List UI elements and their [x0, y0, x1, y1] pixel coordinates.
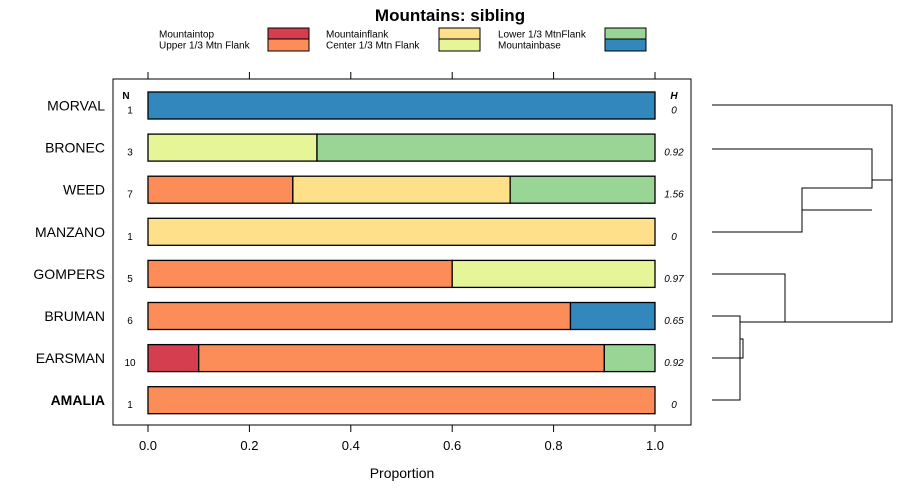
bar-segment	[147, 217, 656, 246]
n-value: 10	[124, 358, 136, 369]
plot-panel	[112, 78, 692, 426]
x-tick-label: 0.4	[342, 438, 360, 453]
dendrogram-branch	[712, 148, 873, 233]
row-label: MANZANO	[35, 224, 105, 240]
legend-swatch	[438, 27, 481, 41]
row-label: BRONEC	[45, 140, 105, 156]
legend-swatch	[438, 38, 481, 52]
dendrogram-branch	[712, 104, 893, 401]
bar-row-morval: MORVAL 1 0	[47, 91, 677, 120]
row-label: GOMPERS	[33, 266, 105, 282]
bar-segment	[147, 259, 453, 289]
row-label: WEED	[63, 182, 105, 198]
legend-swatch	[267, 38, 310, 52]
x-axis-label: Proportion	[370, 465, 435, 481]
legend-label: Lower 1/3 MtnFlank	[498, 30, 587, 41]
bar-row-gompers: GOMPERS 5 0.97	[33, 259, 684, 289]
n-value: 5	[127, 274, 133, 285]
h-value: 0.97	[664, 274, 684, 285]
n-value: 6	[127, 316, 133, 327]
x-tick-label: 0.8	[545, 438, 563, 453]
bar-segment	[451, 259, 656, 289]
h-value: 1.56	[664, 190, 684, 201]
bar-segment	[147, 386, 656, 415]
h-value: 0.92	[664, 358, 684, 369]
bar-segment	[509, 175, 656, 204]
legend-label: Mountainflank	[326, 30, 389, 41]
bar-segment	[147, 175, 294, 204]
legend-swatch	[267, 27, 310, 41]
bar-segment	[147, 91, 656, 120]
bar-row-earsman: EARSMAN 10 0.92	[36, 343, 684, 373]
bar-segment	[147, 301, 572, 331]
legend-entry: Mountainbase	[498, 38, 647, 52]
legend-entry: Center 1/3 Mtn Flank	[326, 38, 481, 52]
row-label: BRUMAN	[44, 308, 105, 324]
n-value: 3	[127, 148, 133, 159]
legend-swatch	[604, 38, 647, 52]
x-tick-label: 0.2	[240, 438, 258, 453]
h-value: 0.65	[664, 316, 684, 327]
x-tick-label: 0.6	[443, 438, 461, 453]
h-header: H	[670, 91, 678, 102]
bar-segment	[569, 301, 656, 331]
x-tick-label: 1.0	[646, 438, 664, 453]
n-header: N	[122, 91, 129, 102]
legend-label: Mountaintop	[159, 30, 214, 41]
n-value: 1	[127, 400, 133, 411]
h-value: 0.92	[664, 148, 684, 159]
bar-segment	[316, 133, 656, 162]
n-value: 7	[127, 190, 133, 201]
h-value: 0	[671, 232, 677, 243]
legend-label: Center 1/3 Mtn Flank	[326, 41, 420, 52]
legend-label: Mountainbase	[498, 41, 561, 52]
row-label: AMALIA	[51, 392, 105, 408]
row-label: EARSMAN	[36, 350, 105, 366]
bar-row-amalia: AMALIA 1 0	[51, 386, 677, 415]
legend-label: Upper 1/3 Mtn Flank	[159, 41, 251, 52]
legend-entry: Upper 1/3 Mtn Flank	[159, 38, 310, 52]
bar-row-weed: WEED 7 1.56	[63, 175, 684, 204]
bar-row-bronec: BRONEC 3 0.92	[45, 133, 684, 162]
bar-row-manzano: MANZANO 1 0	[35, 217, 677, 246]
dendrogram	[712, 104, 893, 401]
h-value: 0	[671, 106, 677, 117]
h-value: 0	[671, 400, 677, 411]
legend-swatch	[604, 27, 647, 41]
chart-title: Mountains: sibling	[375, 6, 525, 25]
bar-segment	[198, 343, 605, 373]
bar-segment	[147, 343, 200, 373]
bar-segment	[147, 133, 318, 162]
x-tick-label: 0.0	[139, 438, 157, 453]
n-value: 1	[127, 232, 133, 243]
row-label: MORVAL	[47, 98, 105, 114]
n-value: 1	[127, 106, 133, 117]
bar-row-bruman: BRUMAN 6 0.65	[44, 301, 684, 331]
bar-segment	[292, 175, 511, 204]
x-axis: 0.0 0.2 0.4 0.6 0.8 1.0	[139, 72, 664, 453]
bar-segment	[603, 343, 656, 373]
